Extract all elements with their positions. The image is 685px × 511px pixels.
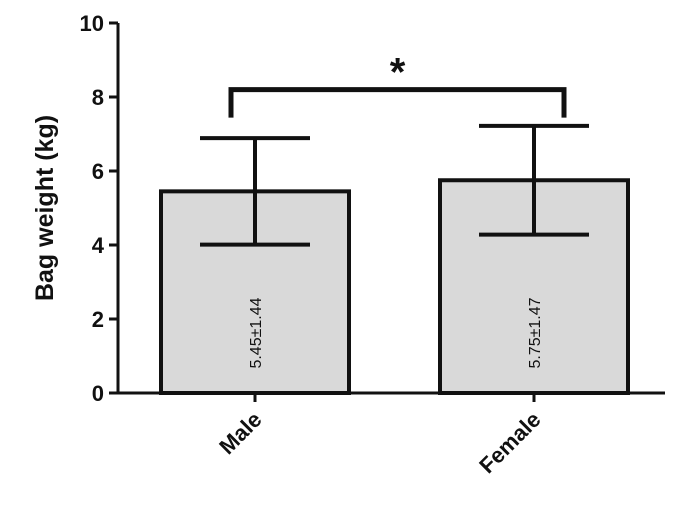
error-bars-group	[200, 123, 589, 247]
significance-marker: *	[390, 51, 406, 95]
y-tick-label: 10	[80, 11, 104, 36]
y-axis-title: Bag weight (kg)	[31, 115, 59, 301]
y-tick-label: 6	[92, 159, 104, 184]
y-tick-label: 2	[92, 307, 104, 332]
significance-group: *	[228, 51, 567, 118]
data-labels-group: 5.45±1.44 5.75±1.47	[248, 297, 544, 368]
x-ticks-group: Male Female	[214, 393, 546, 478]
y-tick-label: 4	[92, 233, 105, 258]
significance-bracket	[228, 87, 567, 118]
bar-data-label: 5.45±1.44	[248, 297, 265, 368]
x-tick-label: Male	[214, 407, 266, 459]
y-ticks-group: 0 2 4 6 8 10	[80, 11, 118, 406]
x-tick-label: Female	[474, 407, 545, 478]
bar-data-label: 5.75±1.47	[527, 297, 544, 368]
bars-group	[159, 178, 630, 395]
y-tick-label: 0	[92, 381, 104, 406]
y-tick-label: 8	[92, 85, 104, 110]
